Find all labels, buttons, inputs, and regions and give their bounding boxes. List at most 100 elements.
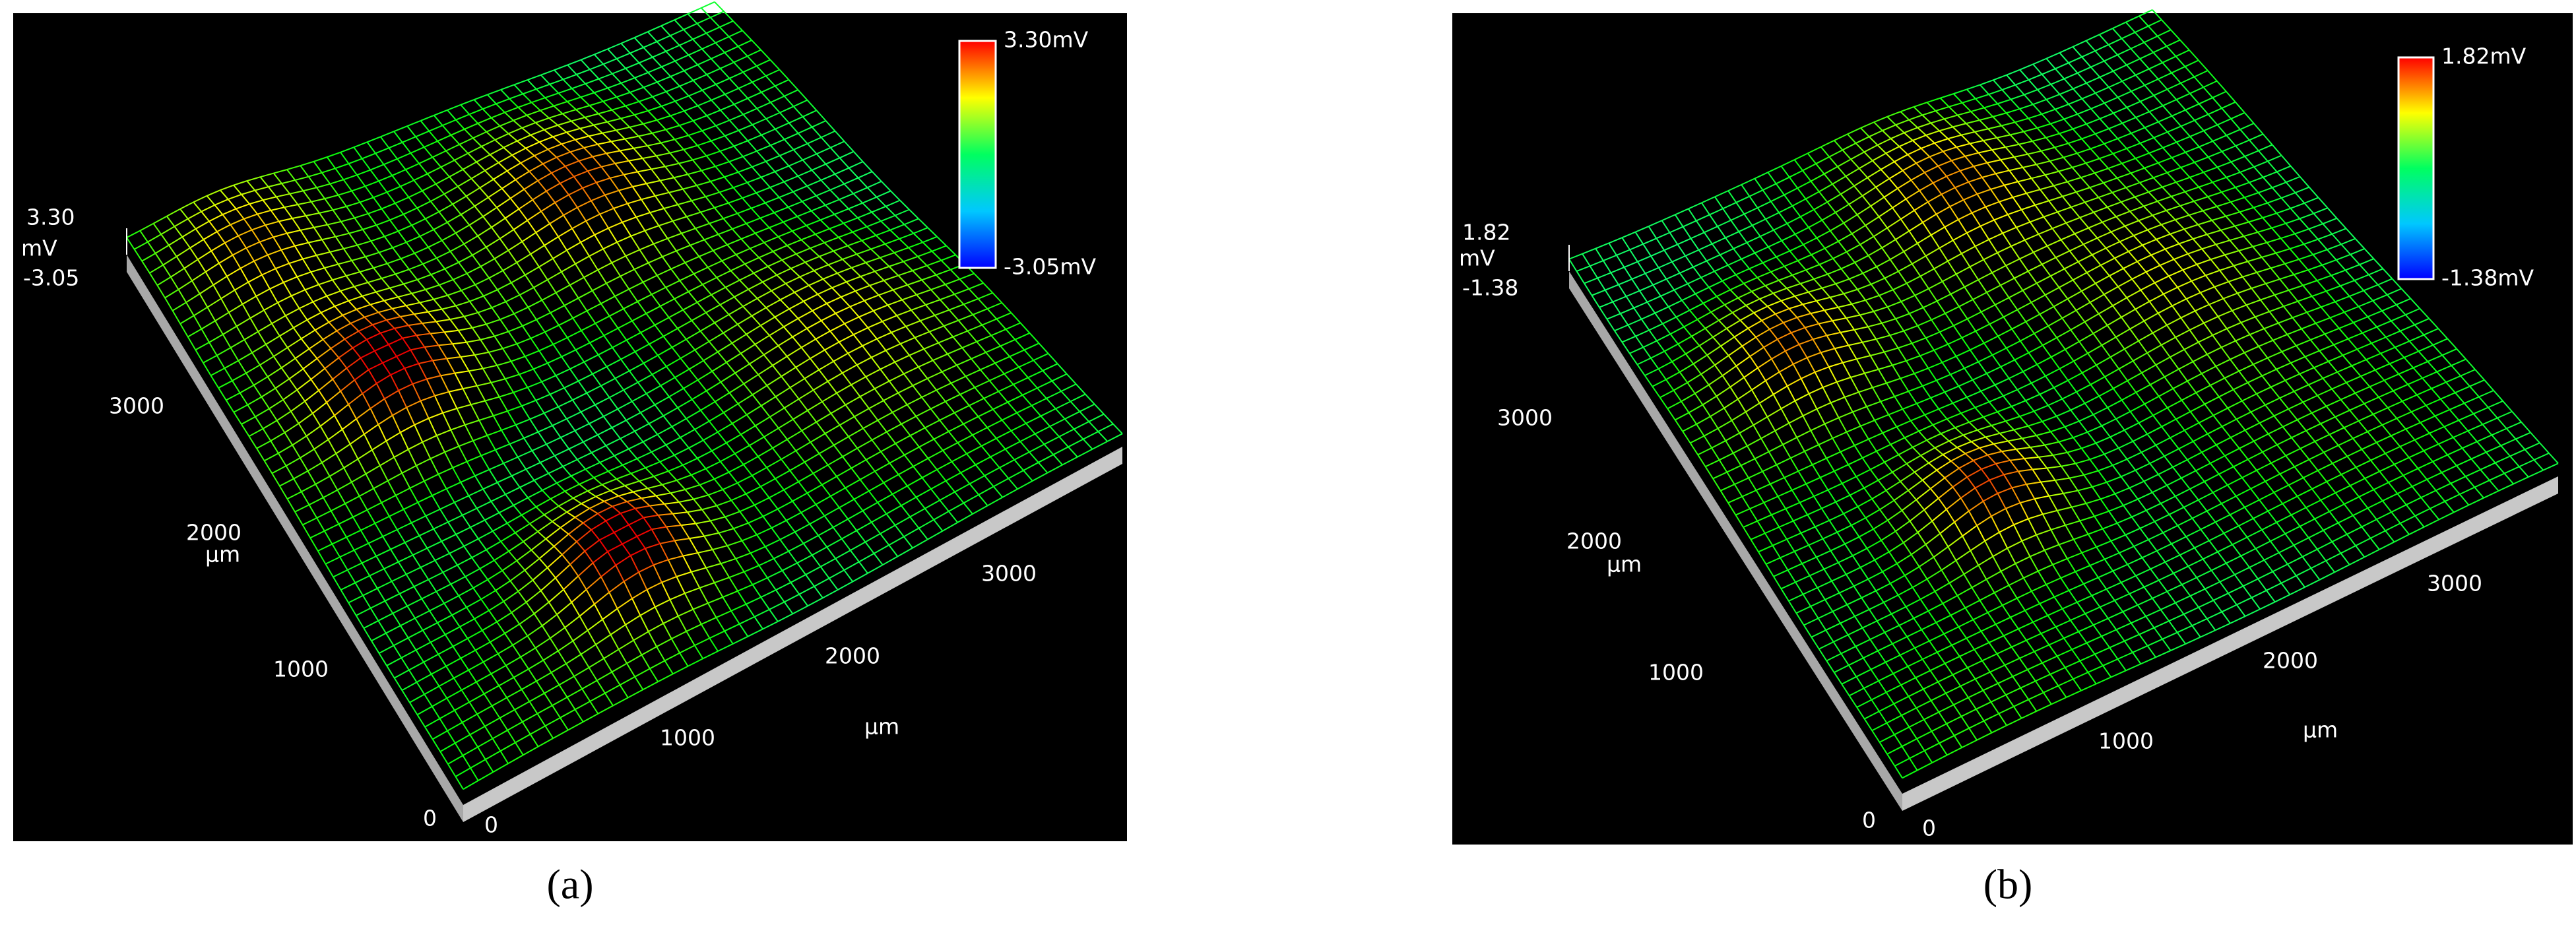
mesh-line bbox=[529, 701, 538, 715]
mesh-line bbox=[348, 594, 364, 604]
mesh-line bbox=[527, 387, 536, 401]
mesh-line bbox=[589, 255, 598, 271]
mesh-line bbox=[459, 618, 475, 627]
mesh-line bbox=[340, 290, 349, 302]
mesh-line bbox=[614, 296, 624, 309]
mesh-line bbox=[212, 284, 222, 300]
mesh-line bbox=[431, 706, 441, 719]
mesh-line bbox=[468, 301, 479, 313]
mesh-line bbox=[233, 412, 242, 425]
mesh-line bbox=[468, 661, 484, 671]
mesh-line bbox=[915, 416, 926, 429]
mesh-line bbox=[301, 329, 316, 340]
mesh-line bbox=[897, 474, 908, 487]
mesh-line bbox=[765, 546, 775, 559]
mesh-line bbox=[356, 408, 371, 420]
mesh-line bbox=[569, 368, 579, 382]
mesh-line bbox=[939, 420, 950, 432]
mesh-line bbox=[612, 339, 627, 348]
mesh-line bbox=[693, 499, 703, 511]
surface-side bbox=[127, 255, 463, 822]
mesh-line bbox=[501, 570, 511, 581]
mesh-line bbox=[643, 517, 653, 530]
mesh-line bbox=[558, 650, 567, 664]
surface-side bbox=[463, 447, 1122, 822]
mesh-line bbox=[912, 377, 928, 387]
mesh-line bbox=[616, 472, 631, 480]
mesh-line bbox=[705, 468, 715, 480]
mesh-line bbox=[1035, 426, 1050, 435]
mesh-line bbox=[476, 381, 492, 387]
mesh-line bbox=[542, 614, 558, 627]
mesh-line bbox=[670, 638, 681, 654]
mesh-line bbox=[598, 113, 608, 123]
mesh-line bbox=[626, 339, 636, 352]
mesh-line bbox=[472, 435, 488, 441]
mesh-line bbox=[936, 461, 952, 470]
mesh-line bbox=[358, 495, 368, 511]
mesh-line bbox=[711, 294, 721, 305]
mesh-line bbox=[829, 323, 845, 332]
mesh-line bbox=[497, 282, 512, 291]
mesh-line bbox=[581, 503, 590, 509]
mesh-line bbox=[839, 334, 854, 343]
mesh-line bbox=[592, 562, 602, 577]
mesh-line bbox=[773, 550, 789, 559]
mesh-line bbox=[739, 272, 754, 281]
mesh-line bbox=[694, 429, 704, 441]
mesh-line bbox=[408, 661, 424, 671]
mesh-line bbox=[494, 258, 504, 271]
mesh-line bbox=[769, 221, 784, 228]
mesh-line bbox=[418, 360, 433, 365]
mesh-line bbox=[525, 274, 534, 288]
mesh-line bbox=[572, 310, 587, 319]
mesh-line bbox=[420, 400, 430, 419]
mesh-line bbox=[271, 472, 280, 487]
mesh-line bbox=[439, 751, 449, 765]
mesh-line bbox=[430, 451, 445, 460]
mesh-line bbox=[616, 241, 627, 257]
mesh-line bbox=[726, 540, 742, 547]
mesh-line bbox=[848, 436, 858, 449]
mesh-line bbox=[586, 385, 602, 394]
mesh-line bbox=[527, 381, 542, 389]
mesh-line bbox=[659, 543, 669, 560]
mesh-line bbox=[845, 487, 855, 500]
mesh-line bbox=[629, 127, 639, 137]
mesh-line bbox=[828, 577, 839, 591]
mesh-line bbox=[324, 368, 334, 380]
mesh-line bbox=[963, 298, 979, 305]
mesh-line bbox=[664, 660, 674, 674]
mesh-line bbox=[542, 163, 552, 174]
mesh-line bbox=[328, 321, 338, 332]
mesh-line bbox=[369, 568, 385, 577]
mesh-line bbox=[507, 405, 522, 412]
mesh-line bbox=[898, 466, 914, 476]
mesh-line bbox=[651, 444, 666, 453]
mesh-line bbox=[762, 508, 779, 517]
mesh-line bbox=[335, 453, 344, 468]
mesh-line bbox=[406, 302, 420, 307]
mesh-line bbox=[691, 311, 707, 321]
mesh-line bbox=[181, 236, 191, 249]
mesh-line bbox=[264, 453, 279, 462]
mesh-line bbox=[343, 467, 352, 483]
mesh-line bbox=[918, 527, 928, 540]
mesh-line bbox=[370, 304, 379, 313]
mesh-line bbox=[752, 466, 767, 476]
mesh-line bbox=[656, 274, 666, 288]
mesh-line bbox=[415, 136, 425, 148]
mesh-line bbox=[386, 657, 402, 666]
mesh-line bbox=[730, 263, 746, 272]
mesh-line bbox=[344, 331, 360, 340]
mesh-line bbox=[901, 505, 911, 518]
mesh-line bbox=[795, 367, 806, 379]
mesh-line bbox=[796, 210, 812, 218]
mesh-line bbox=[434, 294, 448, 300]
mesh-line bbox=[639, 480, 649, 489]
mesh-line bbox=[637, 168, 652, 173]
mesh-line bbox=[783, 407, 794, 420]
mesh-line bbox=[765, 307, 776, 318]
mesh-line bbox=[1062, 456, 1078, 466]
mesh-line bbox=[616, 478, 626, 486]
